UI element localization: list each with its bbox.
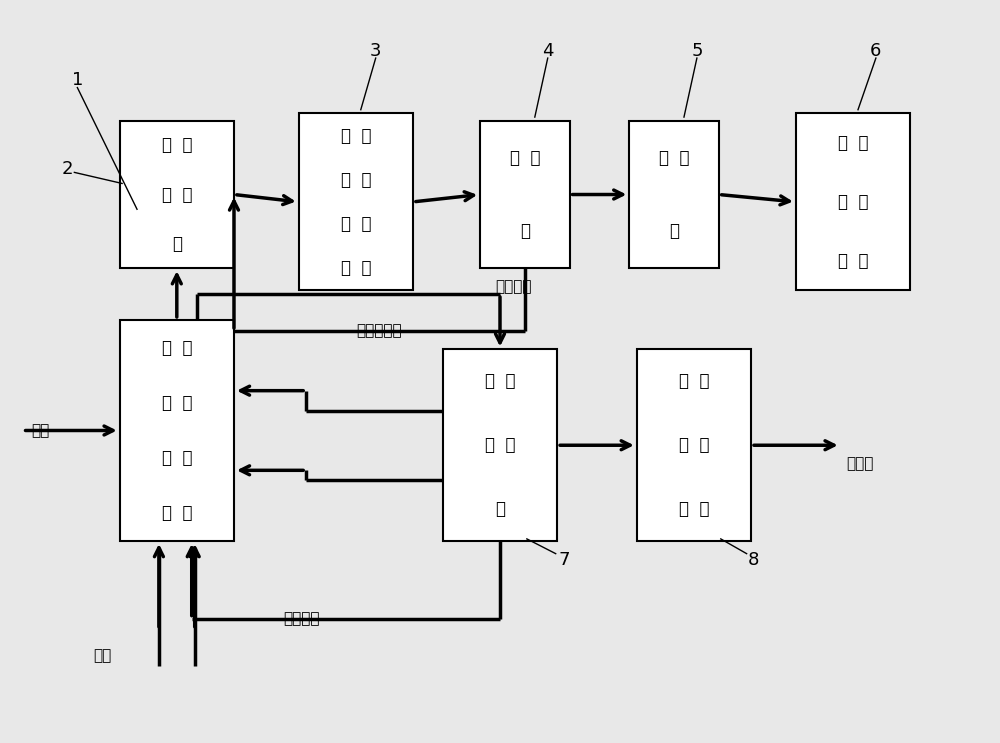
Text: 氯  乙: 氯 乙 (341, 126, 371, 145)
Text: 烷  专: 烷 专 (162, 394, 192, 412)
Text: 塔: 塔 (495, 500, 505, 518)
Text: 1: 1 (72, 71, 83, 89)
Bar (637, 349, 751, 541)
Text: 脱  水: 脱 水 (659, 149, 689, 166)
Text: 器: 器 (669, 222, 679, 241)
Text: 冷  却: 冷 却 (162, 137, 192, 155)
Text: 酸性水: 酸性水 (846, 456, 873, 471)
Text: 塔: 塔 (520, 222, 530, 241)
Text: 塔底高沸物: 塔底高沸物 (356, 323, 401, 339)
Text: 脱  酸: 脱 酸 (485, 372, 515, 390)
Text: 贮  槽: 贮 槽 (341, 259, 371, 277)
Text: 4: 4 (542, 42, 553, 59)
Text: 烷  半: 烷 半 (341, 171, 371, 189)
Text: 回收盐酸: 回收盐酸 (283, 611, 319, 626)
Bar (120, 121, 234, 268)
Text: 6: 6 (870, 42, 882, 59)
Text: 氯  乙: 氯 乙 (162, 339, 192, 357)
Text: 精  馏: 精 馏 (510, 149, 540, 166)
Text: 成  品: 成 品 (341, 215, 371, 233)
Bar (629, 121, 719, 268)
Text: 应  器: 应 器 (162, 504, 192, 522)
Text: 3: 3 (370, 42, 381, 59)
Text: 水  中: 水 中 (679, 436, 709, 454)
Text: 用  反: 用 反 (162, 450, 192, 467)
Text: 盐酸: 盐酸 (93, 648, 111, 663)
Text: 8: 8 (748, 551, 759, 568)
Text: 器: 器 (172, 235, 182, 253)
Text: 酒精: 酒精 (31, 423, 50, 438)
Text: 5: 5 (691, 42, 703, 59)
Bar (120, 320, 234, 541)
Text: 氯  乙: 氯 乙 (838, 134, 868, 152)
Bar (443, 349, 557, 541)
Text: 和  器: 和 器 (679, 500, 709, 518)
Text: 酸  性: 酸 性 (679, 372, 709, 390)
Text: 7: 7 (559, 551, 570, 568)
Text: 冷  凝: 冷 凝 (162, 186, 192, 204)
Bar (796, 114, 910, 291)
Text: 品  槽: 品 槽 (838, 252, 868, 270)
Text: 脱  醇: 脱 醇 (485, 436, 515, 454)
Text: 2: 2 (62, 160, 73, 178)
Text: 烷  成: 烷 成 (838, 193, 868, 211)
Bar (299, 114, 413, 291)
Text: 回收酒精: 回收酒精 (495, 279, 532, 294)
Bar (480, 121, 570, 268)
